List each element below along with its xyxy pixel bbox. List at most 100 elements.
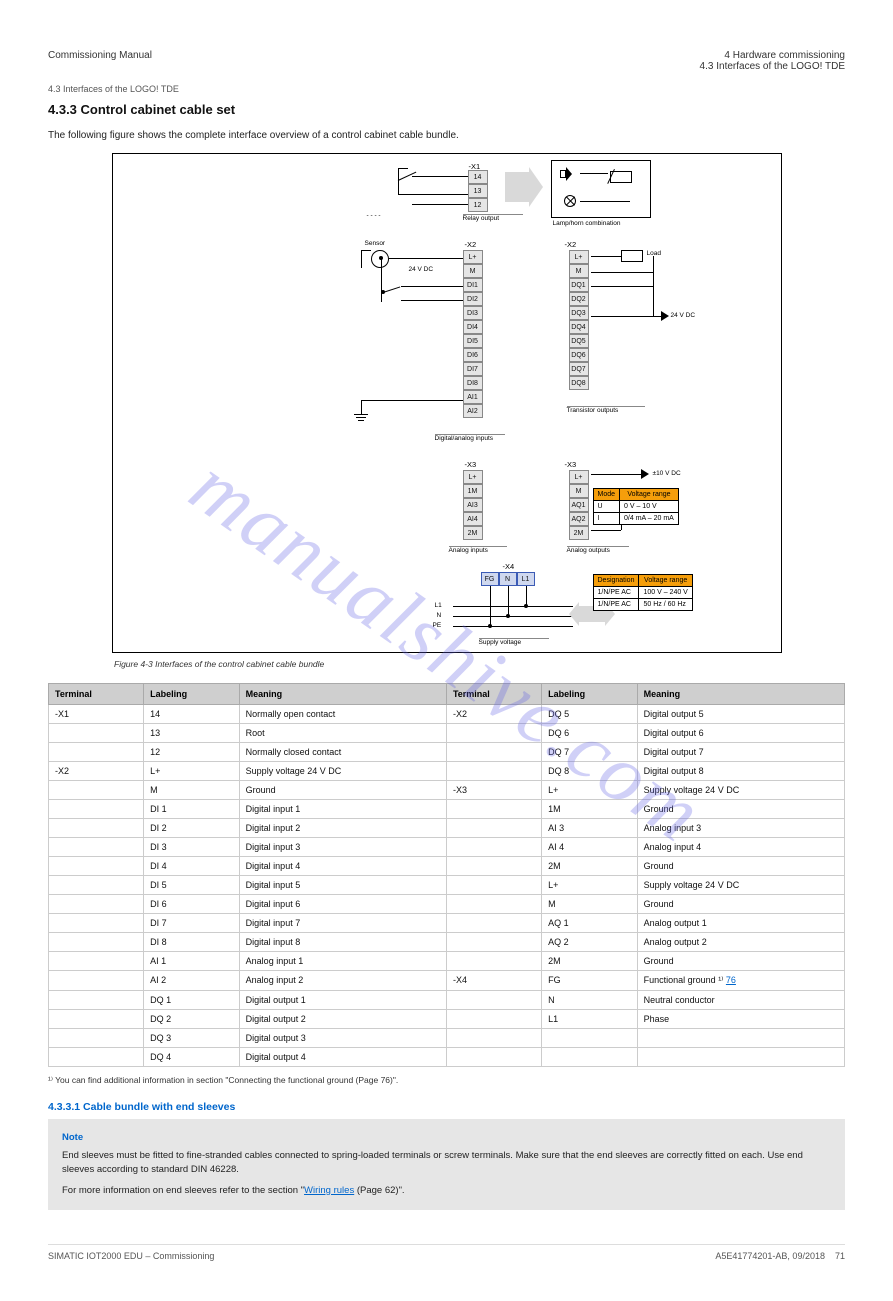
table-cell: Phase — [637, 1010, 844, 1029]
x2l-term-DI5: DI5 — [463, 334, 483, 348]
table-cell: AI 3 — [542, 819, 638, 838]
table-cell: Ground — [239, 781, 446, 800]
table-cell — [446, 762, 541, 781]
table-cell — [446, 838, 541, 857]
x3l-term-2M: 2M — [463, 526, 483, 540]
table-cell: L+ — [542, 876, 638, 895]
table-row: DQ 2Digital output 2L1Phase — [49, 1010, 845, 1029]
x4-fg: FG — [481, 572, 499, 586]
table-cell: Supply voltage 24 V DC — [239, 762, 446, 781]
table-cell: DQ 3 — [144, 1029, 240, 1048]
table-cell: Root — [239, 724, 446, 743]
x3l-term-AI3: AI3 — [463, 498, 483, 512]
table-cell: Ground — [637, 857, 844, 876]
spec-table: Terminal Labeling Meaning Terminal Label… — [48, 683, 845, 1067]
table-cell: L1 — [542, 1010, 638, 1029]
table-cell: Digital output 8 — [637, 762, 844, 781]
x2l-term-DI4: DI4 — [463, 320, 483, 334]
table-cell: AI 2 — [144, 971, 240, 991]
table-cell: DQ 5 — [542, 705, 638, 724]
table-cell: Normally closed contact — [239, 743, 446, 762]
table-cell — [49, 991, 144, 1010]
table-cell: N — [542, 991, 638, 1010]
ground-icon — [354, 414, 368, 421]
table-cell — [49, 1048, 144, 1067]
x2l-term-DI6: DI6 — [463, 348, 483, 362]
sensor-label: Sensor — [365, 240, 386, 247]
table-cell: FG — [542, 971, 638, 991]
x3l-term-1M: 1M — [463, 484, 483, 498]
wiring-rules-link[interactable]: Wiring rules — [304, 1185, 354, 1196]
table-cell — [49, 781, 144, 800]
speaker-icon — [560, 167, 574, 181]
page-link[interactable]: 76 — [726, 975, 736, 985]
table-cell: Digital output 3 — [239, 1029, 446, 1048]
x2l-term-AI1: AI1 — [463, 390, 483, 404]
table-cell — [49, 800, 144, 819]
x3r-term-2M: 2M — [569, 526, 589, 540]
table-cell: M — [542, 895, 638, 914]
table-cell — [446, 933, 541, 952]
table-cell — [446, 895, 541, 914]
table-cell: Digital input 8 — [239, 933, 446, 952]
x2r-term-DQ2: DQ2 — [569, 292, 589, 306]
table-cell: DI 4 — [144, 857, 240, 876]
table-cell: -X3 — [446, 781, 541, 800]
table-cell: Supply voltage 24 V DC — [637, 876, 844, 895]
x2r-bottom: Transistor outputs — [567, 406, 645, 414]
table-row: DQ 3Digital output 3 — [49, 1029, 845, 1048]
table-cell: Digital input 5 — [239, 876, 446, 895]
table-cell: DI 2 — [144, 819, 240, 838]
x1-term-14: 14 — [468, 170, 488, 184]
th-labeling-2: Labeling — [542, 684, 638, 705]
table-cell — [49, 952, 144, 971]
table-footnote: ¹⁾ You can find additional information i… — [48, 1075, 845, 1087]
table-cell: Analog input 1 — [239, 952, 446, 971]
table-row: AI 1Analog input 12MGround — [49, 952, 845, 971]
table-cell — [49, 838, 144, 857]
relay-label-dash: - - - - — [367, 212, 381, 219]
table-cell: Analog input 3 — [637, 819, 844, 838]
x2l-term-DI3: DI3 — [463, 306, 483, 320]
table-row: DI 7Digital input 7AQ 1Analog output 1 — [49, 914, 845, 933]
table-cell: -X1 — [49, 705, 144, 724]
relay-icon — [610, 171, 632, 183]
table-cell: Ground — [637, 895, 844, 914]
header-left: Commissioning Manual — [48, 50, 152, 72]
table-cell: Neutral conductor — [637, 991, 844, 1010]
x2l-term-M: M — [463, 264, 483, 278]
page-header: Commissioning Manual 4 Hardware commissi… — [48, 50, 845, 72]
table-cell: AI 1 — [144, 952, 240, 971]
table-cell: Digital output 6 — [637, 724, 844, 743]
table-cell: DQ 1 — [144, 991, 240, 1010]
x1-underline: Relay output — [463, 214, 523, 222]
th-meaning-1: Meaning — [239, 684, 446, 705]
x2r-term-DQ4: DQ4 — [569, 320, 589, 334]
breadcrumb: 4.3 Interfaces of the LOGO! TDE — [48, 84, 845, 94]
figure-caption: Figure 4-3 Interfaces of the control cab… — [114, 659, 845, 669]
table-cell — [446, 857, 541, 876]
table-cell: DQ 6 — [542, 724, 638, 743]
table-cell — [542, 1029, 638, 1048]
lamp-horn-label: Lamp/horn combination — [553, 220, 621, 227]
table-cell: DI 7 — [144, 914, 240, 933]
x3r-term-AQ2: AQ2 — [569, 512, 589, 526]
table-cell: Digital input 1 — [239, 800, 446, 819]
page-footer: SIMATIC IOT2000 EDU – Commissioning A5E4… — [48, 1244, 845, 1261]
x2l-bottom: Digital/analog inputs — [435, 434, 505, 442]
table-cell — [446, 1048, 541, 1067]
table-cell: M — [144, 781, 240, 800]
table-cell: Analog output 1 — [637, 914, 844, 933]
table-cell: Digital output 2 — [239, 1010, 446, 1029]
x2r-title: -X2 — [565, 240, 577, 249]
section-title: 4.3.3 Control cabinet cable set — [48, 102, 845, 117]
table-cell — [637, 1048, 844, 1067]
table-cell — [49, 1010, 144, 1029]
table-cell: L+ — [144, 762, 240, 781]
table-cell: DI 3 — [144, 838, 240, 857]
table-cell: -X4 — [446, 971, 541, 991]
x3r-term-L+: L+ — [569, 470, 589, 484]
x3r-bottom: Analog outputs — [567, 546, 629, 554]
x2l-term-DI2: DI2 — [463, 292, 483, 306]
table-cell: 2M — [542, 857, 638, 876]
